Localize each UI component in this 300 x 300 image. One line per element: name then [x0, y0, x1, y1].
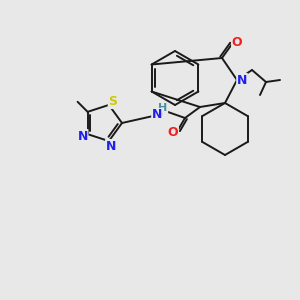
Text: N: N: [237, 74, 247, 86]
Text: N: N: [152, 109, 162, 122]
Text: N: N: [106, 140, 116, 153]
Text: O: O: [168, 127, 178, 140]
Text: H: H: [158, 103, 168, 113]
Text: N: N: [77, 130, 88, 143]
Text: O: O: [232, 35, 242, 49]
Text: S: S: [108, 95, 117, 108]
